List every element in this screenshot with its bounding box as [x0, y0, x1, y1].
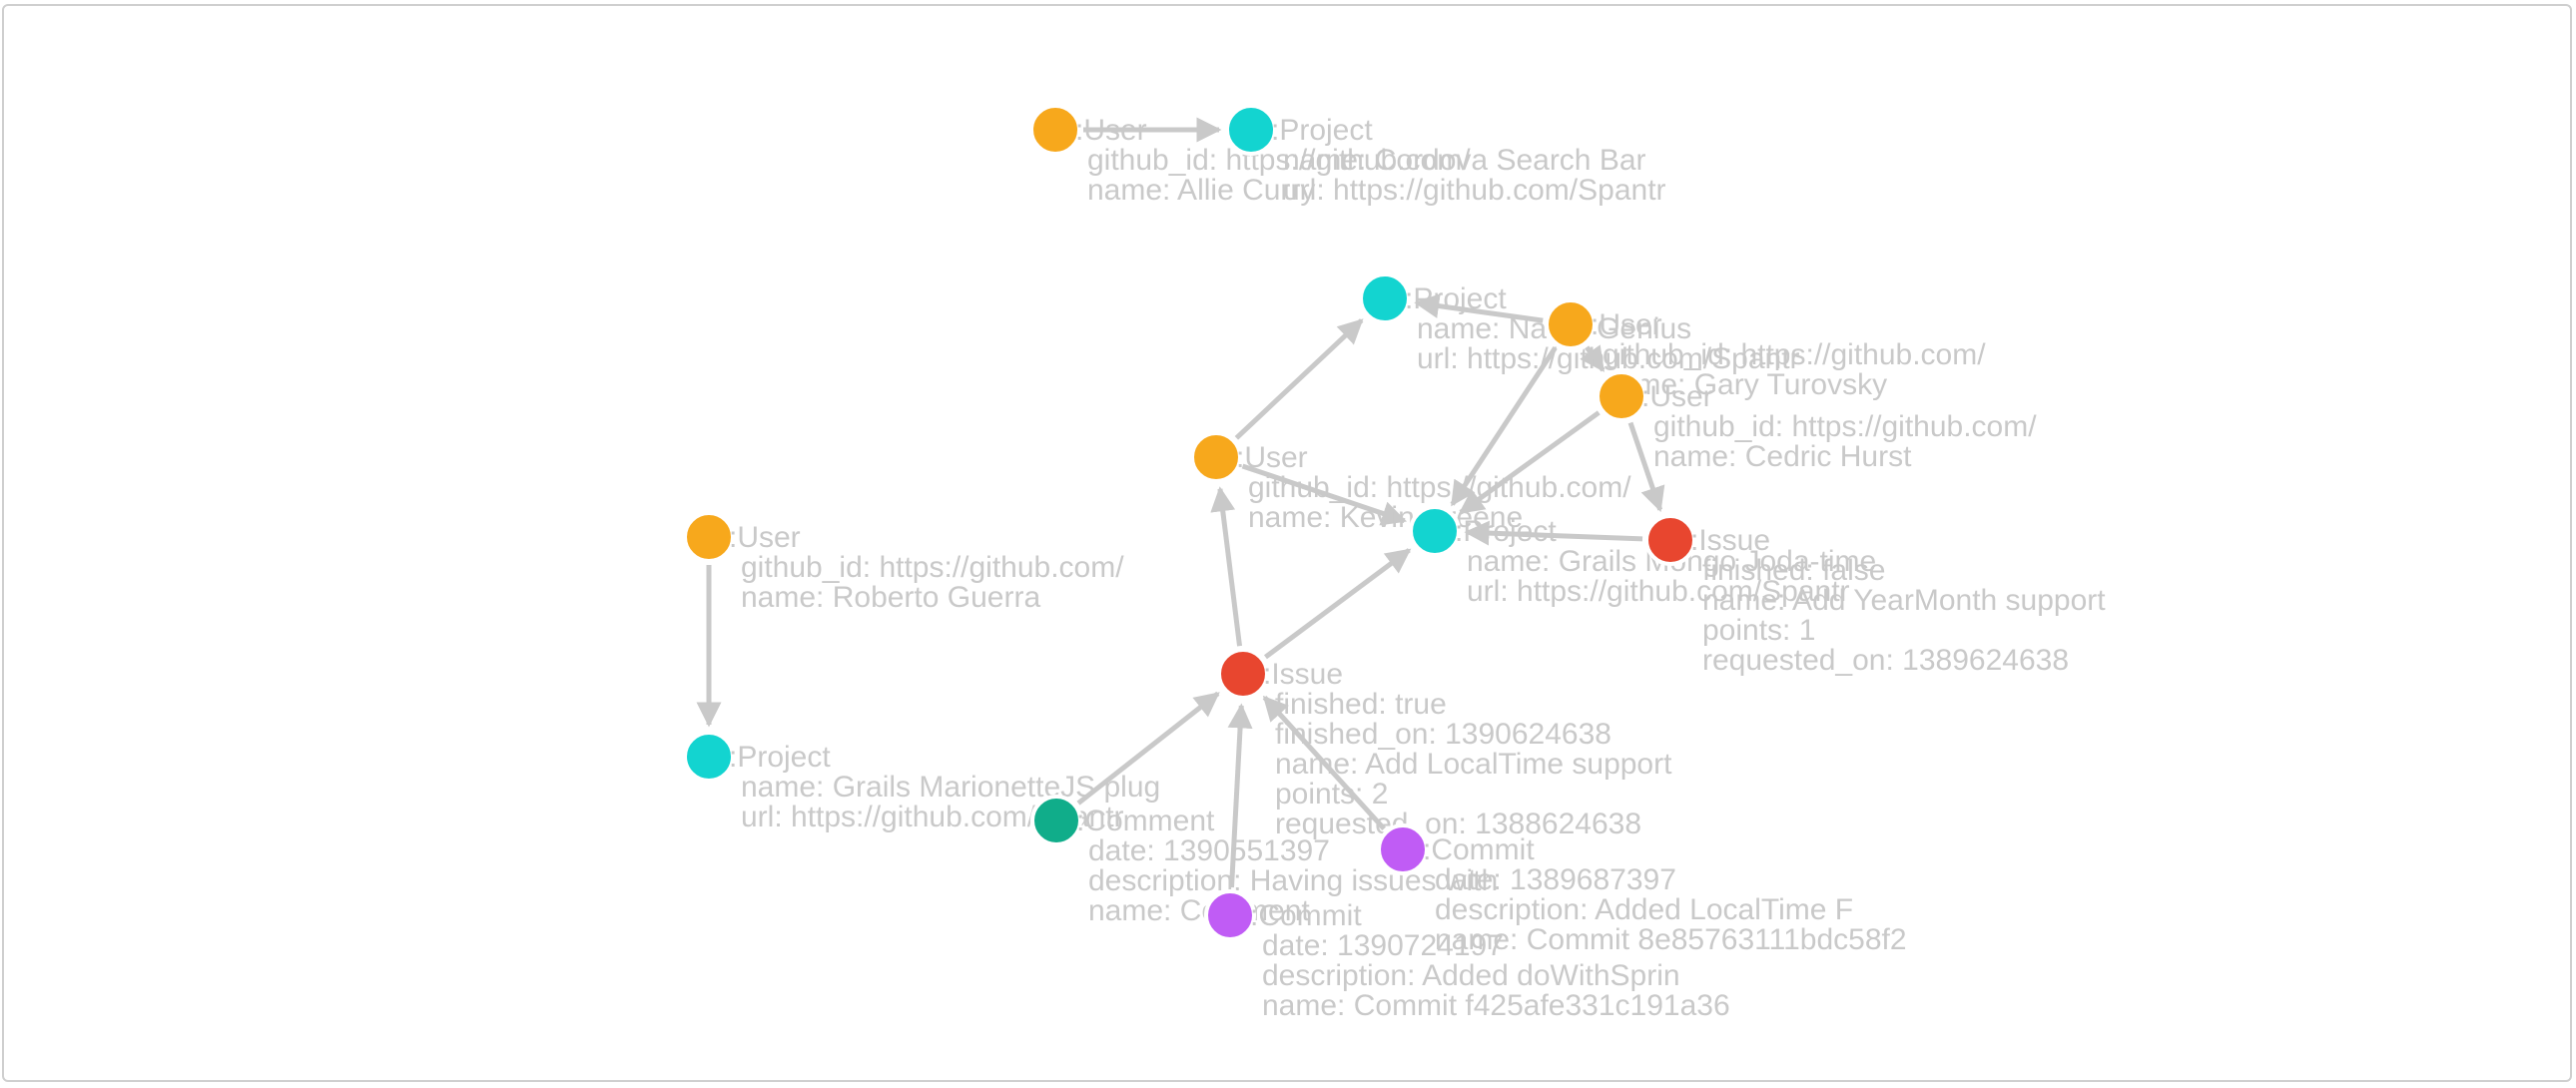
node-property-label: name: Commit f425afe331c191a36 — [1262, 989, 1730, 1022]
node-type-label: :User — [1641, 380, 1713, 413]
node-type-label: :Commit — [1250, 899, 1362, 932]
node-property-label: name: Add YearMonth support — [1702, 584, 2106, 617]
node-property-label: github_id: https://github.com/ — [1653, 410, 2037, 443]
node-property-label: finished: false — [1702, 554, 1885, 587]
node-property-label: points: 2 — [1275, 778, 1388, 811]
node-property-label: name: Add LocalTime support — [1275, 748, 1672, 781]
node-property-label: finished: true — [1275, 688, 1447, 721]
node-property-label: description: Added LocalTime F — [1435, 893, 1853, 926]
edge-u_kevin-to-p_namegenius[interactable] — [1234, 318, 1364, 440]
project-node-circle[interactable] — [683, 731, 735, 783]
node-property-label: url: https://github.com/Spantr — [1283, 174, 1666, 207]
node-property-label: date: 1390724197 — [1262, 929, 1504, 962]
node-property-label: github_id: https://github.com/ — [1087, 144, 1471, 177]
user-node-circle[interactable] — [683, 511, 735, 563]
node-property-label: description: Added doWithSprin — [1262, 959, 1680, 992]
graph-canvas-frame — [2, 4, 2572, 1082]
node-property-label: name: Cordova Search Bar — [1283, 144, 1646, 177]
node-property-label: date: 1390551397 — [1088, 834, 1330, 867]
node-type-label: :Project — [729, 741, 831, 774]
edge-cm_8e85-to-i_localtime[interactable] — [1262, 695, 1387, 830]
node-type-label: :Project — [1271, 114, 1373, 147]
node-property-label: description: Having issues with — [1088, 864, 1498, 897]
project-node-circle[interactable] — [1359, 272, 1411, 324]
issue-node-circle[interactable] — [1217, 648, 1269, 700]
node-property-label: name: Grails MarionetteJS plug — [741, 771, 1160, 804]
node-type-label: :Issue — [1690, 524, 1770, 557]
node-property-label: name: Commit 8e85763111bdc58f2 — [1435, 923, 1907, 956]
project-node-circle[interactable] — [1225, 104, 1277, 156]
user-node-circle[interactable] — [1029, 104, 1081, 156]
edge-u_cedric-to-i_yearmonth[interactable] — [1627, 421, 1665, 513]
comment-node-circle[interactable] — [1030, 795, 1082, 846]
node-type-label: :Project — [1455, 515, 1557, 548]
node-property-label: finished_on: 1390624638 — [1275, 718, 1611, 751]
issue-node-circle[interactable] — [1644, 514, 1696, 566]
edge-i_localtime-to-p_grailsmongo[interactable] — [1263, 548, 1412, 660]
node-property-label: requested_on: 1389624638 — [1702, 644, 2069, 677]
node-type-label: :User — [1591, 308, 1662, 341]
user-node-circle[interactable] — [1596, 370, 1647, 422]
node-type-label: :Project — [1405, 282, 1507, 315]
edge-u_gary-to-u_cedric[interactable] — [1580, 344, 1606, 372]
edge-c_comment-to-i_localtime[interactable] — [1076, 691, 1220, 806]
node-property-label: name: Comment — [1088, 894, 1310, 927]
node-property-label: url: https://github.com/Spantr — [1417, 342, 1800, 375]
node-property-label: name: Gary Turovsky — [1603, 368, 1887, 401]
commit-node-circle[interactable] — [1204, 889, 1256, 941]
node-type-label: :Issue — [1263, 658, 1343, 691]
node-property-label: url: https://github.com/Spantr — [1467, 575, 1850, 608]
node-property-label: name: Allie Curry — [1087, 174, 1315, 207]
commit-node-circle[interactable] — [1377, 823, 1429, 875]
project-node-circle[interactable] — [1409, 505, 1461, 557]
edge-u_gary-to-p_grailsmongo[interactable] — [1450, 346, 1558, 507]
edges-layer — [696, 117, 1665, 888]
edge-i_yearmonth-to-p_grailsmongo[interactable] — [1464, 520, 1643, 546]
node-property-label: date: 1389687397 — [1435, 863, 1676, 896]
edge-u_gary-to-p_namegenius[interactable] — [1414, 293, 1544, 323]
edge-i_localtime-to-u_kevin[interactable] — [1210, 486, 1243, 647]
edge-u_cedric-to-p_grailsmongo[interactable] — [1458, 410, 1601, 515]
node-property-label: github_id: https://github.com/ — [1248, 471, 1631, 504]
node-type-label: :Commit — [1423, 833, 1535, 866]
node-property-label: github_id: https://github.com/ — [1603, 338, 1986, 371]
node-property-label: name: Roberto Guerra — [741, 581, 1040, 614]
node-property-label: github_id: https://github.com/ — [741, 551, 1124, 584]
node-property-label: points: 1 — [1702, 614, 1815, 647]
edge-u_kevin-to-p_grailsmongo[interactable] — [1241, 463, 1408, 526]
user-node-circle[interactable] — [1190, 431, 1242, 483]
user-node-circle[interactable] — [1545, 298, 1597, 350]
node-type-label: :User — [729, 521, 801, 554]
node-property-label: name: Cedric Hurst — [1653, 440, 1912, 473]
node-type-label: :Comment — [1076, 805, 1215, 837]
node-type-label: :User — [1236, 441, 1308, 474]
node-property-label: requested_on: 1388624638 — [1275, 808, 1641, 840]
edge-cm_f425-to-i_localtime[interactable] — [1227, 703, 1253, 888]
node-type-label: :User — [1075, 114, 1147, 147]
node-property-label: name: Kevin Greene — [1248, 501, 1523, 534]
